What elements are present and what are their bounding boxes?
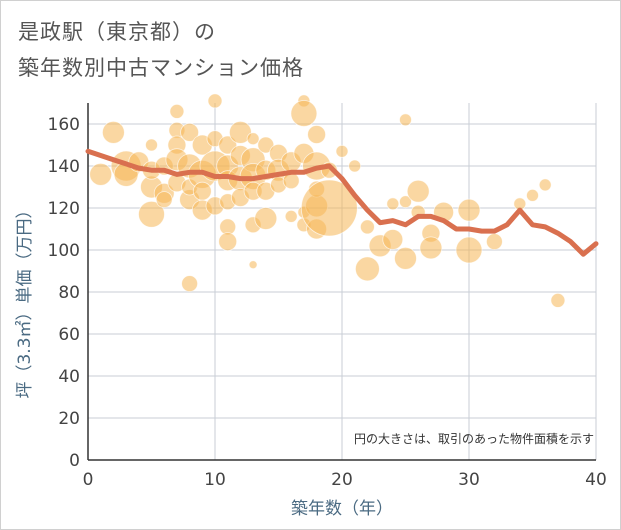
- y-axis-label: 坪（3.3㎡）単価（万円）: [15, 201, 35, 398]
- bubble-point: [89, 162, 113, 186]
- x-tick-label: 0: [83, 470, 94, 490]
- y-tick-label: 0: [69, 451, 80, 471]
- bubble-point: [550, 292, 566, 308]
- y-tick-label: 140: [48, 157, 80, 177]
- bubble-point: [257, 136, 275, 154]
- bubble-series: [89, 93, 566, 308]
- bubble-point: [284, 209, 298, 223]
- bubble-point: [169, 104, 185, 119]
- bubble-point: [290, 100, 318, 127]
- bubble-point: [406, 179, 430, 203]
- bubble-point: [382, 229, 404, 250]
- bubble-point: [399, 113, 412, 127]
- x-tick-label: 30: [458, 470, 480, 490]
- bubble-point: [300, 179, 358, 237]
- x-tick-label: 10: [204, 470, 226, 490]
- chart-title-line-2: 築年数別中古マンション価格: [18, 56, 304, 80]
- x-tick-label: 40: [585, 470, 607, 490]
- bubble-point: [207, 93, 223, 109]
- y-tick-label: 160: [48, 115, 80, 135]
- bubble-point: [155, 191, 173, 209]
- bubble-point: [359, 219, 375, 235]
- bubble-point: [228, 120, 252, 144]
- bubble-point: [394, 246, 417, 270]
- bubble-point: [419, 236, 443, 260]
- x-tick-labels: 0 10 20 30 40: [83, 470, 607, 490]
- bubble-point: [102, 120, 125, 144]
- bubble-point: [399, 195, 412, 209]
- bubble-point: [192, 181, 212, 201]
- bubble-point: [354, 256, 380, 282]
- bubble-point: [248, 260, 258, 270]
- bubble-point: [526, 188, 539, 202]
- x-axis-label: 築年数（年）: [291, 499, 393, 519]
- bubble-size-note: 円の大きさは、取引のあった物件面積を示す: [354, 431, 594, 446]
- chart-title-line-1: 是政駅（東京都）の: [18, 20, 216, 44]
- y-tick-label: 20: [58, 409, 80, 429]
- bubble-point: [455, 236, 483, 264]
- bubble-point: [138, 200, 165, 228]
- bubble-point: [485, 233, 503, 251]
- average-price-line: [85, 148, 599, 257]
- bubble-point: [348, 159, 362, 173]
- bubble-point: [307, 125, 327, 144]
- y-tick-label: 100: [48, 241, 80, 261]
- y-tick-label: 60: [58, 325, 80, 345]
- y-tick-label: 120: [48, 199, 80, 219]
- y-tick-labels: 0 20 40 60 80 100 120 140 160: [48, 115, 80, 471]
- bubble-point: [180, 122, 200, 142]
- bubble-point: [145, 138, 158, 152]
- bubble-point: [457, 198, 481, 222]
- bubble-point: [538, 178, 552, 192]
- x-tick-label: 20: [331, 470, 353, 490]
- bubble-point: [246, 132, 260, 146]
- y-tick-label: 80: [58, 283, 80, 303]
- bubble-point: [335, 144, 349, 158]
- bubble-point: [386, 197, 400, 211]
- y-tick-label: 40: [58, 367, 80, 387]
- bubble-point: [254, 207, 278, 230]
- bubble-point: [218, 232, 238, 252]
- bubble-point: [181, 275, 199, 293]
